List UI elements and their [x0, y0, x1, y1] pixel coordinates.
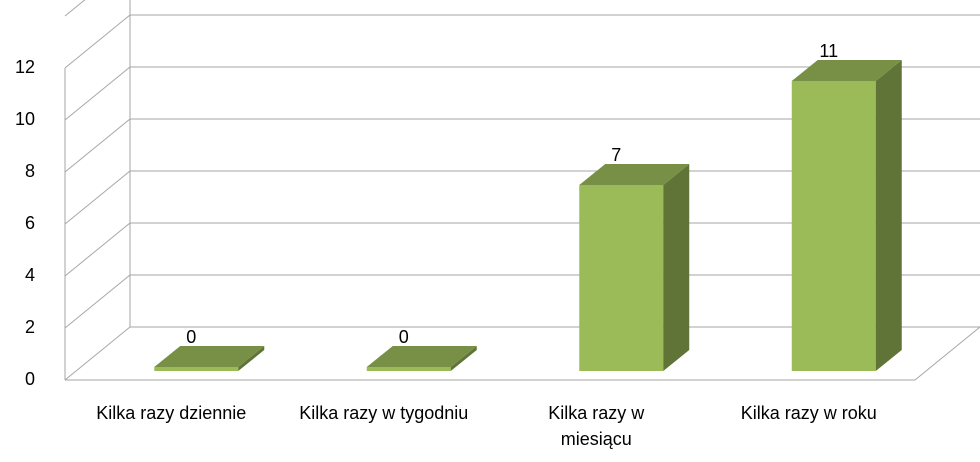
- y-tick-label: 4: [25, 265, 35, 285]
- top-diag: [64, 0, 86, 17]
- bar-top: [791, 60, 902, 81]
- x-tick-label: Kilka razy w tygodniu: [299, 403, 469, 423]
- bar-front: [154, 367, 239, 371]
- data-label: 11: [819, 41, 838, 61]
- bar-top: [366, 346, 477, 367]
- bar-side: [875, 60, 902, 371]
- bar: [154, 346, 265, 371]
- bar: [366, 346, 477, 371]
- grid-diag: [64, 326, 131, 381]
- grid-diag: [64, 14, 131, 69]
- x-tick-label: Kilka razy w roku: [740, 403, 877, 423]
- bar-side: [238, 346, 265, 371]
- y-tick-label: 0: [25, 369, 35, 389]
- y-tick-label: 8: [25, 161, 35, 181]
- bar-side: [663, 164, 690, 371]
- bar-front: [579, 185, 664, 371]
- grid-diag: [64, 222, 131, 277]
- y-tick-label: 6: [25, 213, 35, 233]
- y-tick-label: 12: [15, 57, 35, 77]
- grid-diag: [64, 170, 131, 225]
- y-tick-label: 10: [15, 109, 35, 129]
- bar-top: [154, 346, 265, 367]
- y-tick-label: 2: [25, 317, 35, 337]
- bar-side: [450, 346, 477, 371]
- grid-diag: [64, 118, 131, 173]
- bar-top: [579, 164, 690, 185]
- data-label: 0: [186, 327, 196, 347]
- bar-front: [791, 81, 876, 371]
- x-tick-label: Kilka razy w miesiącu: [548, 403, 645, 449]
- data-label: 0: [399, 327, 409, 347]
- grid-diag: [64, 274, 131, 329]
- grid-diag: [64, 66, 131, 121]
- bar-front: [366, 367, 451, 371]
- bar: [791, 60, 902, 371]
- x-tick-label: Kilka razy dziennie: [96, 403, 247, 423]
- bar: [579, 164, 690, 371]
- floor-right: [914, 326, 980, 381]
- data-label: 7: [611, 145, 621, 165]
